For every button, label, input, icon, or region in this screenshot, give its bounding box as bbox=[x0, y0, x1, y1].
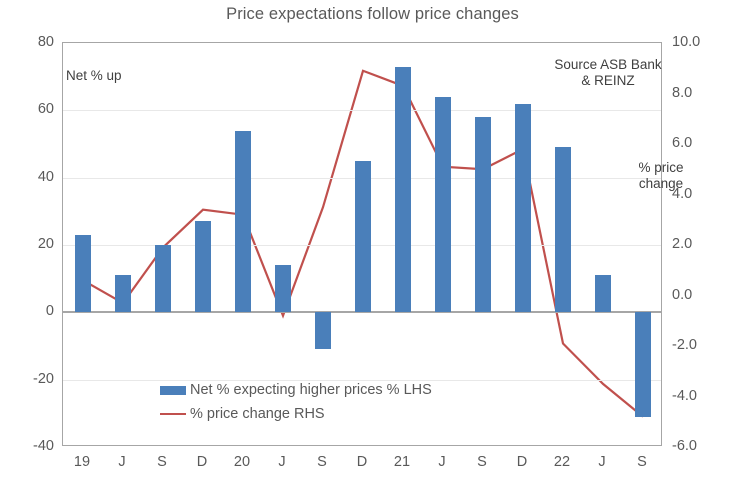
y-axis-tick-right: 0.0 bbox=[672, 286, 693, 303]
x-axis-tick: J bbox=[438, 454, 446, 470]
y-axis-tick-left: -40 bbox=[33, 438, 54, 454]
legend-item-label: % price change RHS bbox=[190, 406, 325, 422]
x-axis-tick: 22 bbox=[553, 454, 571, 470]
bar bbox=[155, 245, 171, 313]
annotation-price-change-line2: change bbox=[638, 175, 684, 191]
annotation-source-line2: & REINZ bbox=[581, 72, 635, 88]
price-change-line bbox=[82, 69, 644, 418]
x-axis-tick: J bbox=[598, 454, 606, 470]
y-axis-tick-right: 4.0 bbox=[672, 185, 693, 202]
chart-title: Price expectations follow price changes bbox=[226, 5, 519, 23]
legend-line-swatch-icon bbox=[160, 413, 186, 415]
x-axis-tick: 19 bbox=[73, 454, 91, 470]
x-axis-tick: D bbox=[516, 454, 528, 470]
gridline bbox=[63, 379, 661, 381]
plot-area bbox=[62, 42, 662, 446]
legend-item-label: Net % expecting higher prices % LHS bbox=[190, 382, 432, 398]
bar bbox=[515, 103, 531, 313]
y-axis-tick-left: 60 bbox=[37, 101, 54, 118]
x-axis-tick: D bbox=[196, 454, 208, 470]
bar bbox=[355, 160, 371, 313]
bar bbox=[115, 275, 131, 313]
bar bbox=[315, 312, 331, 350]
y-axis-tick-left: 20 bbox=[37, 236, 54, 252]
price-change-line-series bbox=[82, 69, 644, 418]
bar bbox=[635, 312, 651, 417]
gridline bbox=[63, 110, 661, 112]
y-axis-tick-right: 10.0 bbox=[672, 34, 701, 50]
bar bbox=[475, 117, 491, 313]
x-axis-tick: J bbox=[278, 454, 286, 470]
annotation-source: Source ASB Bank & REINZ bbox=[528, 57, 688, 88]
y-axis-tick-right: -6.0 bbox=[672, 438, 697, 454]
legend-bar-swatch-icon bbox=[160, 385, 186, 395]
y-axis-tick-left: 40 bbox=[37, 168, 54, 185]
bar bbox=[195, 221, 211, 313]
zero-axis-line bbox=[63, 311, 661, 314]
x-axis-tick: S bbox=[637, 454, 647, 470]
bar bbox=[595, 275, 611, 313]
x-axis-tick: S bbox=[317, 454, 327, 470]
bar bbox=[555, 147, 571, 313]
chart-legend: Net % expecting higher prices % LHS % pri… bbox=[160, 378, 432, 426]
y-axis-tick-left: -20 bbox=[33, 370, 54, 387]
y-axis-tick-right: -4.0 bbox=[672, 387, 697, 404]
bar bbox=[235, 130, 251, 313]
x-axis-tick: J bbox=[118, 454, 126, 470]
annotation-price-change-line1: % price bbox=[638, 160, 684, 175]
legend-item[interactable]: Net % expecting higher prices % LHS bbox=[160, 378, 432, 402]
x-axis-tick: 21 bbox=[393, 454, 411, 470]
bar bbox=[395, 66, 411, 313]
bar bbox=[75, 234, 91, 313]
annotation-price-change: % price change bbox=[632, 160, 690, 191]
x-axis-tick: S bbox=[157, 454, 167, 470]
bar bbox=[435, 96, 451, 313]
bar bbox=[275, 265, 291, 313]
annotation-net-percent-up: Net % up bbox=[66, 68, 122, 83]
y-axis-tick-right: -2.0 bbox=[672, 337, 697, 353]
y-axis-tick-right: 6.0 bbox=[672, 135, 693, 151]
x-axis-tick: S bbox=[477, 454, 487, 470]
y-axis-tick-right: 8.0 bbox=[672, 84, 693, 101]
annotation-source-line1: Source ASB Bank bbox=[554, 57, 662, 72]
y-axis-tick-right: 2.0 bbox=[672, 236, 693, 252]
x-axis-tick: D bbox=[356, 454, 368, 470]
x-axis-tick: 20 bbox=[233, 454, 251, 470]
y-axis-tick-left: 80 bbox=[37, 34, 54, 50]
y-axis-tick-left: 0 bbox=[45, 303, 54, 320]
legend-item[interactable]: % price change RHS bbox=[160, 402, 432, 426]
